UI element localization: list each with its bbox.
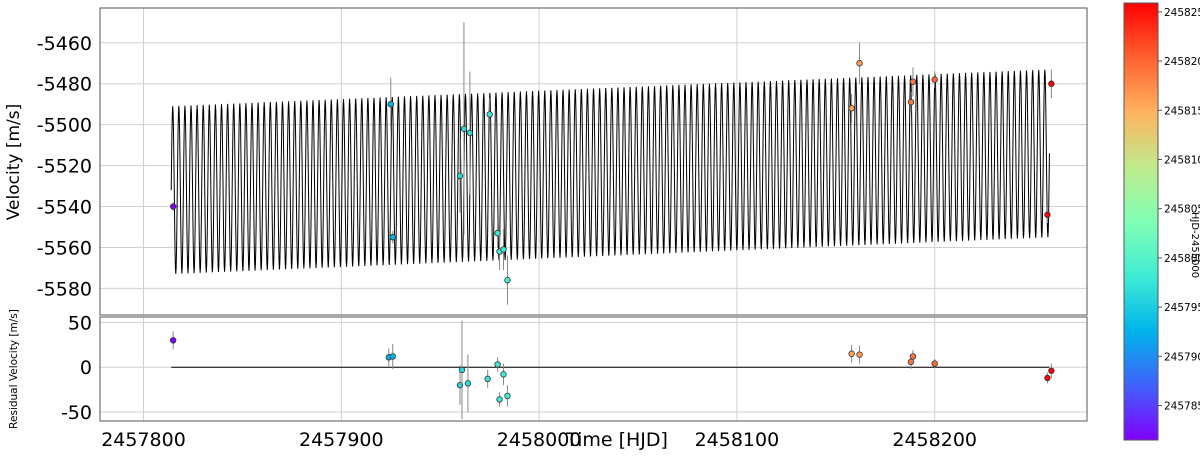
colorbar-tick-label: 2458200	[1164, 56, 1200, 68]
residual-point	[504, 392, 511, 400]
colorbar	[1123, 2, 1159, 441]
velocity-point	[456, 172, 464, 180]
velocity-point	[500, 246, 507, 253]
top-panel-points	[169, 22, 1055, 305]
colorbar-tick-label: 2458000	[1164, 253, 1200, 265]
x-tick-labels: 2457800 2457900 2458000 2458100 2458200	[101, 429, 977, 451]
colorbar-tick-label: 2458150	[1164, 105, 1200, 117]
colorbar-tick-label: 2458050	[1164, 204, 1200, 216]
colorbar-tick-label: 2458250	[1164, 7, 1200, 19]
colorbar-tick-label: 2457900	[1164, 351, 1200, 363]
bottom-panel-points	[169, 320, 1055, 420]
x-tick-label: 2458200	[892, 429, 977, 451]
velocity-point	[460, 125, 468, 132]
residual-point	[496, 396, 503, 403]
residual-point	[484, 375, 491, 383]
top-y-tick-labels: -5460 -5480 -5500 -5520 -5540 -5560 -5580	[37, 33, 92, 301]
x-tick-label: 2457900	[299, 429, 384, 451]
x-tick-label: 2457800	[101, 429, 186, 451]
velocity-point	[486, 111, 493, 118]
x-tick-label: 2458000	[497, 429, 582, 451]
residual-point	[909, 353, 917, 360]
colorbar-tick-label: 2458100	[1164, 154, 1200, 166]
top-panel-frame	[99, 7, 1088, 316]
velocity-point	[856, 60, 863, 67]
residual-point	[907, 358, 915, 366]
residual-point	[848, 350, 855, 357]
velocity-point	[907, 98, 915, 106]
residual-point	[494, 361, 501, 368]
velocity-point	[1044, 211, 1051, 218]
top-y-axis-label: Velocity [m/s]	[4, 104, 24, 221]
velocity-point	[389, 234, 396, 241]
bottom-y-tick-label: 50	[68, 312, 92, 334]
velocity-point	[387, 100, 394, 108]
velocity-point	[494, 229, 501, 237]
bottom-panel-frame	[99, 316, 1088, 422]
top-panel-grid	[100, 8, 1087, 315]
top-y-tick-label: -5500	[37, 115, 92, 137]
residual-point	[1048, 367, 1055, 374]
residual-point	[464, 380, 472, 387]
residual-point	[856, 351, 863, 358]
colorbar-tick-label: 2457950	[1164, 302, 1200, 314]
bottom-y-axis-label: Residual Velocity [m/s]	[8, 309, 20, 429]
bottom-y-tick-label: -50	[61, 402, 92, 424]
top-y-tick-label: -5580	[37, 278, 92, 300]
top-y-tick-label: -5480	[37, 74, 92, 96]
residual-point	[931, 360, 938, 367]
velocity-point	[1048, 80, 1055, 87]
top-y-tick-label: -5460	[37, 33, 92, 55]
bottom-panel-grid	[100, 317, 1087, 421]
velocity-point	[931, 76, 938, 83]
colorbar-tick-label: 2457850	[1164, 401, 1200, 413]
velocity-point	[169, 203, 177, 210]
colorbar-label: HJD-2455000	[1189, 212, 1200, 278]
velocity-point	[909, 78, 917, 85]
residual-point	[169, 337, 177, 344]
bottom-y-tick-label: 0	[80, 357, 92, 379]
residual-point	[389, 353, 396, 360]
model-curve	[170, 69, 1050, 274]
residual-point	[458, 366, 466, 374]
top-y-tick-label: -5560	[37, 237, 92, 259]
x-axis-label: Time [HJD]	[565, 429, 668, 451]
residual-point	[500, 371, 507, 378]
velocity-point	[848, 105, 855, 112]
x-tick-label: 2458100	[695, 429, 780, 451]
top-y-tick-label: -5520	[37, 156, 92, 178]
residual-point	[456, 381, 464, 389]
residual-point	[1044, 374, 1051, 382]
velocity-point	[466, 129, 474, 137]
velocity-point	[504, 277, 511, 284]
top-y-tick-label: -5540	[37, 197, 92, 219]
bottom-y-tick-labels: 50 0 -50	[61, 312, 92, 424]
colorbar-tick-labels: 2457850 2457900 2457950 2458000 2458050 24581…	[1158, 7, 1200, 413]
